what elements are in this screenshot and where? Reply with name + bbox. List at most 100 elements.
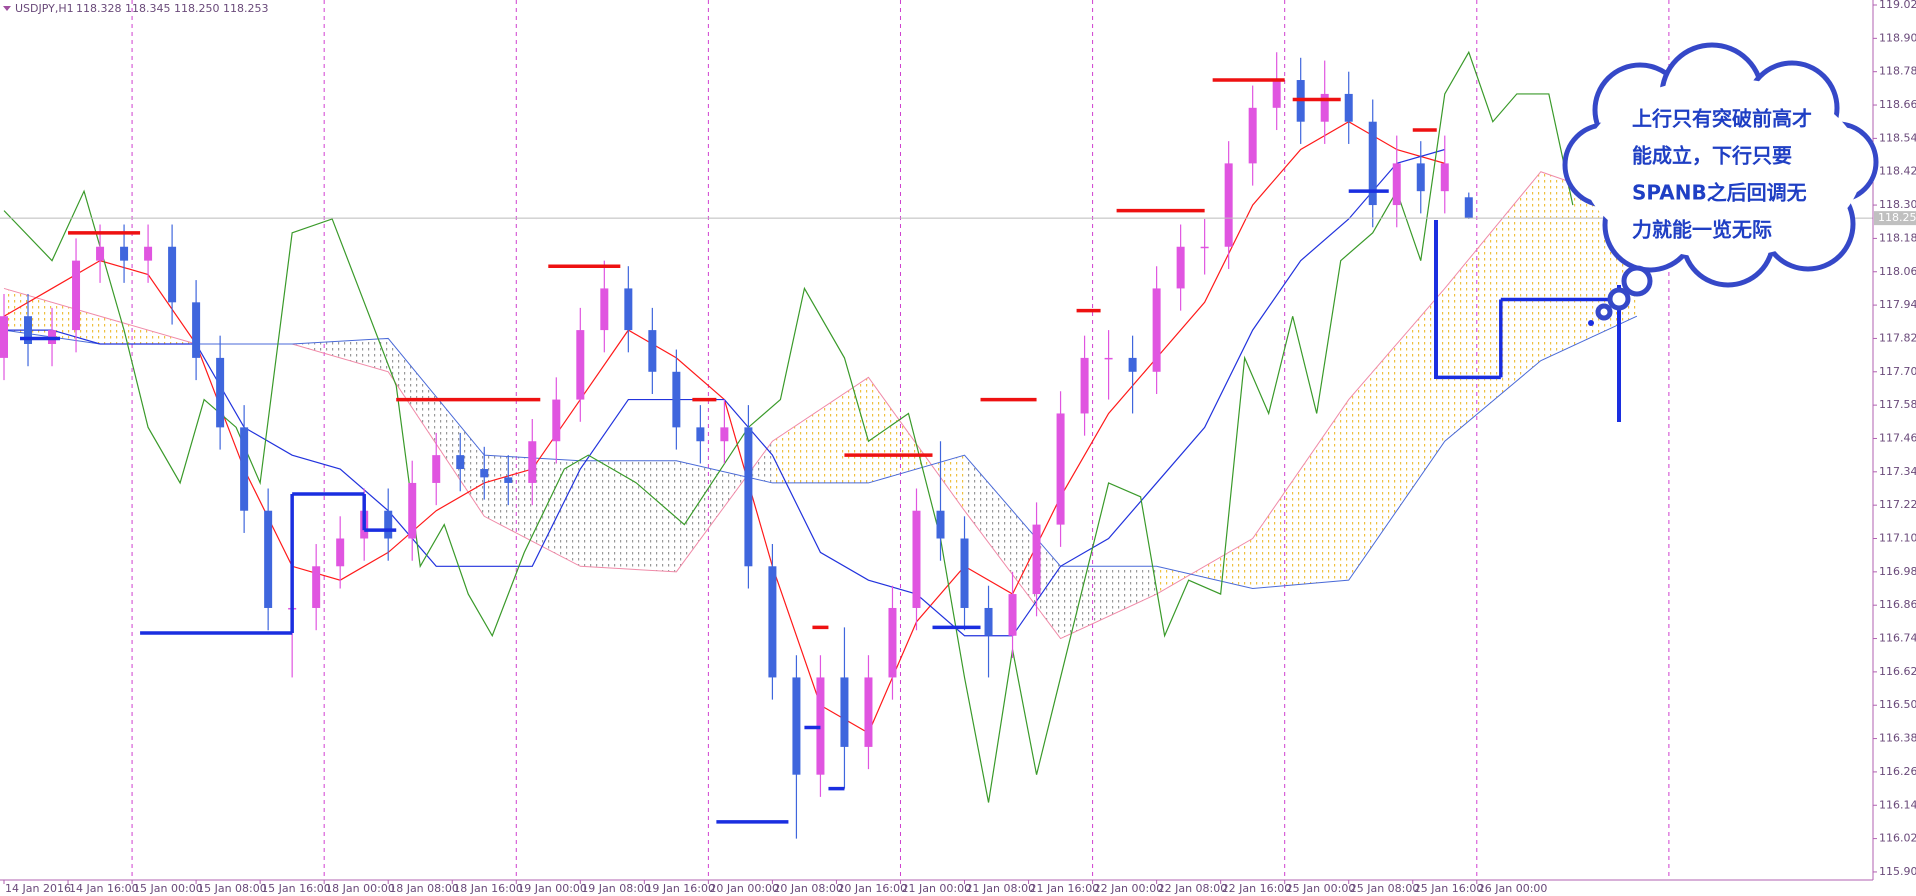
callout-text: 上行只有突破前高才 — [1632, 107, 1812, 131]
x-tick-label: 19 Jan 16:00 — [645, 882, 715, 895]
candle-body — [504, 477, 513, 483]
candle-body — [1440, 163, 1449, 192]
x-tick-label: 21 Jan 00:00 — [901, 882, 971, 895]
candle-body — [1128, 357, 1137, 372]
x-tick-label: 21 Jan 08:00 — [966, 882, 1036, 895]
price-label-bg — [1874, 211, 1916, 226]
candle-body — [888, 607, 897, 678]
y-tick-label: 118.420 — [1879, 165, 1916, 178]
x-tick-label: 15 Jan 00:00 — [133, 882, 203, 895]
y-tick-label: 118.060 — [1879, 265, 1916, 278]
candle-body — [216, 357, 225, 428]
header-icon — [3, 6, 11, 11]
candle-body — [1320, 93, 1329, 122]
candle-body — [168, 246, 177, 303]
plot-area — [0, 0, 1670, 880]
candle-body — [336, 538, 345, 567]
candle-body — [720, 427, 729, 442]
candle-body — [192, 302, 201, 358]
y-tick-label: 116.140 — [1879, 798, 1916, 811]
callout-text: 力就能一览无际 — [1632, 218, 1772, 242]
x-tick-label: 19 Jan 08:00 — [581, 882, 651, 895]
x-tick-label: 15 Jan 08:00 — [197, 882, 267, 895]
cloud-fill — [1444, 171, 1541, 442]
cloud-fill — [1060, 566, 1157, 639]
x-tick-label: 14 Jan 2016 — [5, 882, 71, 895]
y-tick-label: 118.660 — [1879, 98, 1916, 111]
candle-body — [984, 607, 993, 636]
candle-body — [480, 469, 489, 478]
x-tick-label: 25 Jan 16:00 — [1414, 882, 1484, 895]
candle-body — [408, 482, 417, 539]
candle-body — [240, 427, 249, 511]
candle-body — [432, 455, 441, 483]
candle-body — [144, 246, 153, 261]
candle-body — [960, 538, 969, 608]
y-tick-label: 118.300 — [1879, 198, 1916, 211]
y-tick-label: 118.780 — [1879, 65, 1916, 78]
candle-body — [24, 316, 33, 344]
callout: 上行只有突破前高才 能成立，下行只要 SPANB之后回调无 力就能一览无际 — [1562, 42, 1879, 321]
x-tick-label: 14 Jan 16:00 — [69, 882, 139, 895]
x-tick-label: 20 Jan 08:00 — [773, 882, 843, 895]
candle-body — [552, 399, 561, 442]
y-tick-label: 118.180 — [1879, 231, 1916, 244]
y-tick-label: 116.020 — [1879, 832, 1916, 845]
candle-body — [528, 441, 537, 483]
callout-text: 能成立，下行只要 — [1632, 144, 1792, 168]
candle-body — [1032, 524, 1041, 595]
candle-body — [384, 510, 393, 539]
candle-body — [1224, 163, 1233, 247]
cloud-fill — [580, 460, 677, 572]
candle-body — [696, 427, 705, 442]
candle-body — [1200, 246, 1209, 249]
cloud-fill — [1252, 399, 1349, 589]
y-tick-label: 117.220 — [1879, 498, 1916, 511]
y-tick-label: 117.340 — [1879, 465, 1916, 478]
x-tick-label: 21 Jan 16:00 — [1030, 882, 1100, 895]
candle-body — [576, 330, 585, 400]
cloud-fill — [292, 338, 389, 372]
candle-body — [1272, 80, 1281, 108]
y-tick-label: 117.580 — [1879, 398, 1916, 411]
drawn-dot — [1588, 320, 1594, 326]
candle-body — [1248, 107, 1257, 164]
y-tick-label: 116.500 — [1879, 698, 1916, 711]
candle-body — [1344, 93, 1353, 122]
candle-body — [1080, 357, 1089, 414]
candle-body — [600, 288, 609, 331]
candle-body — [792, 677, 801, 775]
candle-body — [864, 677, 873, 747]
candle-body — [912, 510, 921, 608]
candle-body — [0, 316, 9, 358]
y-tick-label: 116.980 — [1879, 565, 1916, 578]
candle-body — [1056, 413, 1065, 525]
candle-body — [840, 677, 849, 747]
cloud-line — [3, 315, 1638, 590]
candle-body — [1008, 594, 1017, 636]
candle-body — [1416, 163, 1425, 192]
y-tick-label: 115.900 — [1879, 865, 1916, 878]
ohlc: 118.328 118.345 118.250 118.253 — [76, 2, 268, 15]
y-tick-label: 119.020 — [1879, 0, 1916, 11]
x-tick-label: 26 Jan 00:00 — [1478, 882, 1548, 895]
y-tick-label: 116.740 — [1879, 632, 1916, 645]
candle-body — [264, 510, 273, 608]
y-tick-label: 117.100 — [1879, 532, 1916, 545]
indicator-line — [3, 50, 1574, 803]
candle-body — [648, 330, 657, 372]
candle-body — [1464, 197, 1473, 219]
candle-body — [312, 566, 321, 608]
x-tick-label: 18 Jan 00:00 — [325, 882, 395, 895]
y-tick-label: 117.820 — [1879, 331, 1916, 344]
candle-body — [1104, 357, 1113, 360]
x-tick-label: 15 Jan 16:00 — [261, 882, 331, 895]
candle-body — [744, 427, 753, 567]
x-tick-label: 20 Jan 00:00 — [709, 882, 779, 895]
candle-body — [936, 510, 945, 539]
callout-fill — [1582, 78, 1862, 258]
candle-body — [120, 246, 129, 261]
candle-body — [672, 371, 681, 428]
